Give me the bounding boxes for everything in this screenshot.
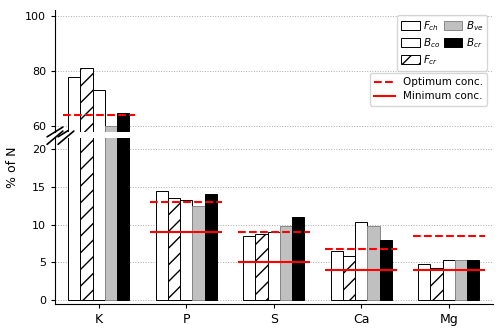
Bar — [330, 251, 343, 300]
Bar — [117, 0, 130, 300]
Bar — [117, 113, 130, 293]
Bar — [343, 256, 355, 300]
Bar — [442, 260, 455, 300]
Bar — [105, 0, 117, 300]
Bar — [68, 76, 80, 293]
Bar — [355, 222, 368, 300]
Bar — [418, 264, 430, 300]
Bar — [256, 234, 268, 300]
Bar — [92, 91, 105, 293]
Bar — [280, 226, 292, 300]
Bar — [105, 126, 117, 293]
Bar — [192, 206, 204, 300]
Bar — [68, 0, 80, 300]
Bar — [204, 194, 217, 300]
Bar — [380, 240, 392, 300]
Bar — [268, 232, 280, 300]
Bar — [156, 191, 168, 300]
Bar — [180, 200, 192, 300]
Bar — [455, 260, 467, 300]
Bar — [368, 226, 380, 300]
Bar — [80, 0, 92, 300]
Bar — [292, 217, 304, 300]
Bar — [430, 269, 442, 300]
Bar — [168, 198, 180, 300]
Bar — [467, 260, 479, 300]
Text: % of N: % of N — [6, 146, 19, 188]
Bar — [243, 236, 256, 300]
Legend: Optimum conc., Minimum conc.: Optimum conc., Minimum conc. — [370, 73, 488, 106]
Bar — [80, 68, 92, 293]
Bar — [92, 0, 105, 300]
